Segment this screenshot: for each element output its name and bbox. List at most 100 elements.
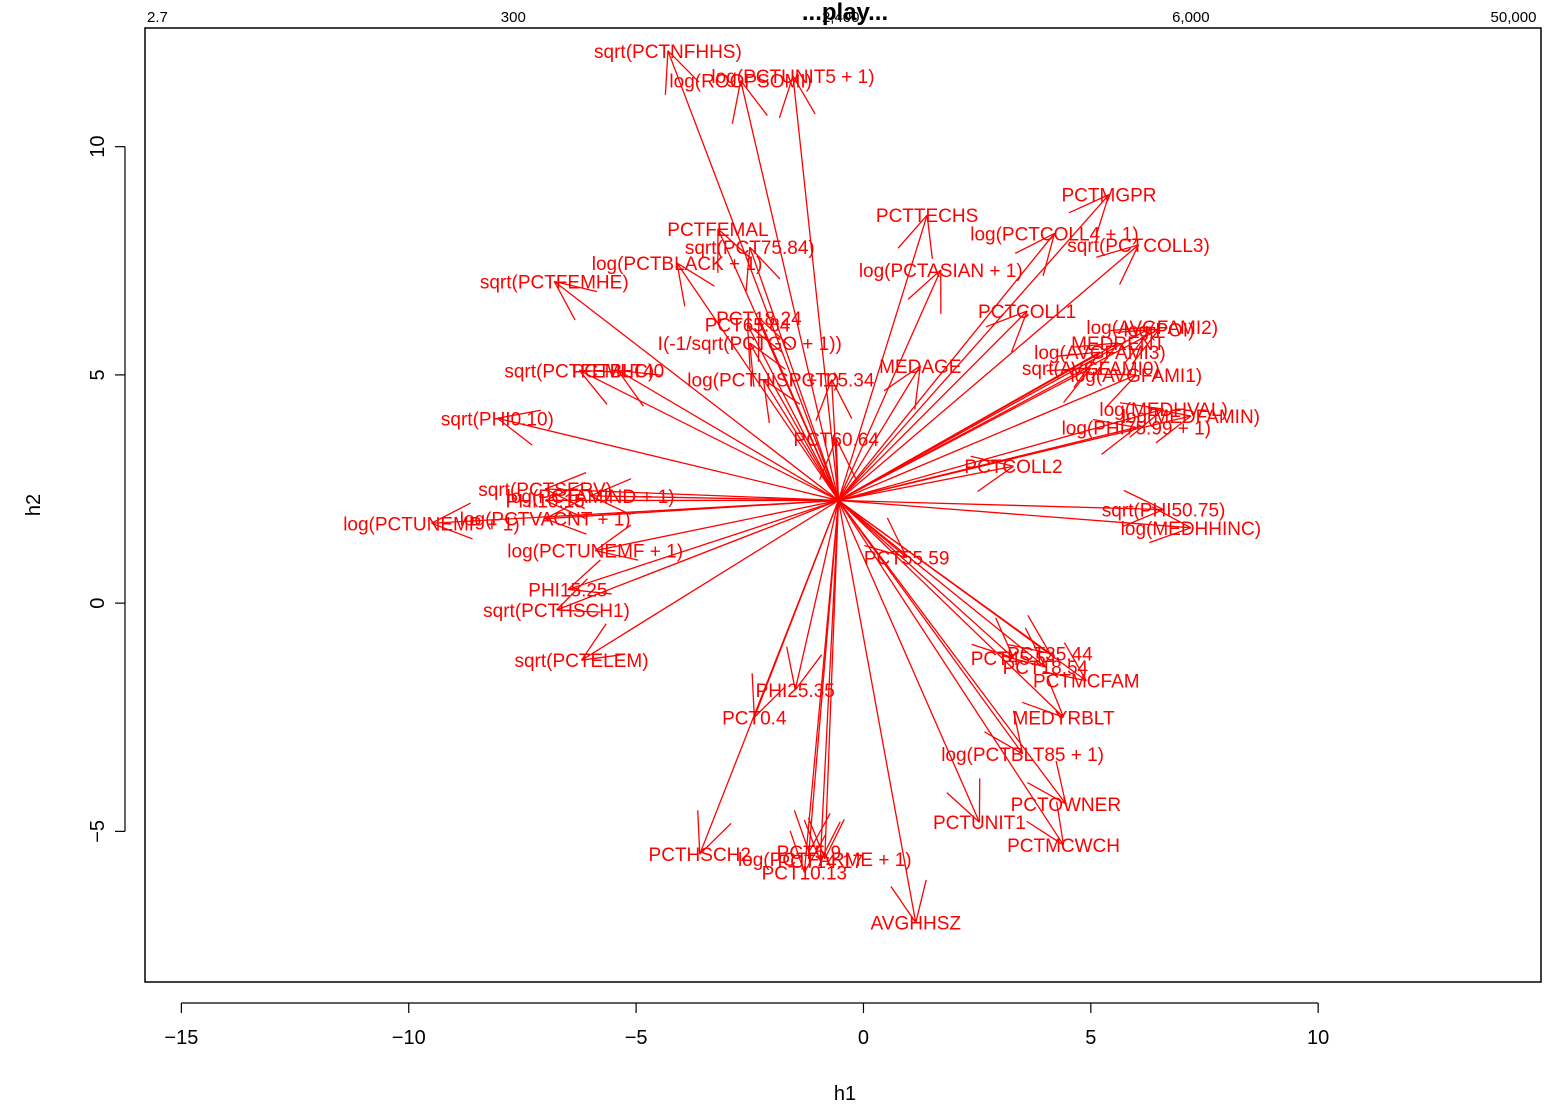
vector-arrow: [556, 499, 839, 613]
vector-arrow: [837, 500, 1065, 846]
vector-arrow: [838, 499, 1015, 659]
x-tick-label: −15: [164, 1027, 198, 1049]
vector-label: AVGHHSZ: [871, 914, 962, 935]
vector-label: MEDYRBLT: [1013, 708, 1115, 729]
vector-arrow: [778, 75, 840, 501]
vector-label: PCTOWNER: [1011, 795, 1121, 816]
vector-label: log(MEDHHINC): [1121, 519, 1261, 540]
vector-arrow: [786, 500, 840, 691]
vector-label: PCTHSCH2: [649, 845, 751, 866]
vector-label: log(AVGFAMI2): [1086, 318, 1218, 339]
vector-arrow: [837, 194, 1110, 501]
vector-label: PCT60.64: [793, 430, 879, 451]
vector-arrow: [431, 499, 839, 540]
vector-arrow: [837, 232, 1056, 501]
vector-label: log(POI): [1124, 320, 1195, 341]
vector-arrow: [676, 262, 839, 501]
vector-label: sqrt(PCTNFHHS): [594, 42, 742, 63]
vector-label: sqrt(PCTELEM): [514, 651, 648, 672]
vector-label: PCTCOLL2: [964, 457, 1062, 478]
vector-arrow: [697, 500, 840, 855]
vector-label: log(AVGFAMI3): [1034, 343, 1166, 364]
vector-arrow: [837, 500, 1024, 755]
top-tick-label: 2.7: [147, 9, 168, 26]
vector-label: PCT10.13: [762, 863, 848, 884]
vector-label: PCTMGPR: [1062, 186, 1157, 207]
vector-arrow: [838, 402, 1164, 502]
vector-label: PCT65.84: [705, 316, 791, 337]
vector-arrow: [497, 409, 839, 502]
vector-arrow: [837, 500, 981, 823]
vector-label: sqrt(PHI50.75): [1102, 501, 1226, 522]
vector-label: log(PCTCOLL4 + 1): [970, 224, 1138, 245]
vector-label: sqrt(PCTHSCH1): [483, 601, 630, 622]
vector-label: PHI15.25: [528, 580, 607, 601]
y-axis-label: h2: [23, 494, 45, 516]
vector-arrow: [590, 478, 839, 516]
vector-label: PCTMCWCH: [1007, 836, 1120, 857]
vector-arrow: [837, 365, 921, 501]
vector-label: PCTTECHS: [876, 206, 978, 227]
vector-arrow: [580, 499, 839, 661]
vector-arrow: [837, 269, 942, 501]
vector-label: log(PCTUNEMP + 1): [343, 514, 520, 535]
vector-arrow: [838, 455, 1014, 502]
vector-arrow: [544, 472, 839, 510]
vector-arrow: [838, 244, 1140, 501]
x-axis-label: h1: [834, 1083, 856, 1105]
vector-label: PCT18.54: [1003, 658, 1089, 679]
y-tick-label: −5: [87, 820, 109, 843]
vector-label: PCTBLT40: [572, 361, 665, 382]
vector-arrow: [838, 373, 1137, 502]
vector-arrow: [807, 500, 845, 860]
vector-layer: sqrt(PCTNFHHS) log(PCTUNIT5 + 1)log(ROOPS…: [343, 42, 1261, 935]
vector-label: PCT0.4: [722, 708, 787, 729]
vector-label: PCT18.24: [716, 309, 802, 330]
x-tick-label: −10: [392, 1027, 426, 1049]
vector-arrow: [749, 342, 840, 501]
x-tick-label: 5: [1085, 1027, 1096, 1049]
vector-label: log(ROOPSOMI): [669, 71, 812, 92]
vector-label: log(PCTASIAN + 1): [859, 261, 1023, 282]
vector-label: PHI10.15: [506, 491, 585, 512]
chart-title: ...play...: [802, 0, 888, 26]
vector-label: sqrt(PHI0.10): [441, 409, 554, 430]
vector-arrow: [803, 500, 841, 862]
vector-arrow: [762, 378, 840, 501]
vector-label: PCTCOLL1: [978, 302, 1076, 323]
top-axis: 2.7 300 2,400 6,000 50,000: [147, 9, 1536, 26]
vector-arrow: [838, 499, 1192, 544]
vector-arrow: [664, 50, 840, 501]
vector-label: log(PHI75.99 + 1): [1062, 418, 1211, 439]
y-tick-label: 5: [87, 369, 109, 380]
y-axis: −5 0 5 10: [87, 136, 126, 843]
vector-label: PCTFEMAL: [667, 220, 768, 241]
vector-label: log(PCTUNEMF + 1): [507, 542, 683, 563]
vector-label: sqrt(PCT75.84): [685, 238, 815, 259]
vector-label: MEDRENT: [1071, 334, 1165, 355]
top-tick-label: 2,400: [822, 9, 860, 26]
vector-arrow: [837, 500, 1067, 805]
vector-arrow: [838, 367, 1092, 502]
top-tick-label: 50,000: [1491, 9, 1537, 26]
vector-label: log(PCTFARME + 1): [738, 850, 912, 871]
vector-arrow: [789, 500, 840, 873]
x-tick-label: 10: [1307, 1027, 1329, 1049]
x-axis: −15 −10 −5 0 5 10: [164, 1002, 1329, 1049]
vector-arrow: [837, 500, 927, 924]
x-tick-label: −5: [625, 1027, 648, 1049]
vector-label: PCT25.34: [789, 370, 875, 391]
y-tick-label: 10: [87, 136, 109, 158]
plot-area-frame: [144, 27, 1542, 983]
vector-arrow: [819, 438, 857, 501]
vector-arrow: [745, 246, 840, 501]
vector-arrow: [731, 80, 840, 501]
vector-label: log(PCTHISP + 1): [687, 370, 839, 391]
vector-label: PCTUNIT1: [933, 813, 1026, 834]
vector-arrow: [594, 499, 839, 561]
vector-label: PCTMCFAM: [1033, 672, 1140, 693]
vector-label: log(MEDFAMIN): [1122, 407, 1260, 428]
vector-arrow: [837, 214, 933, 501]
vector-label: I(-1/sqrt(PCTGO + 1)): [658, 334, 842, 355]
vector-label: sqrt(PCTCOLL3): [1067, 236, 1210, 257]
